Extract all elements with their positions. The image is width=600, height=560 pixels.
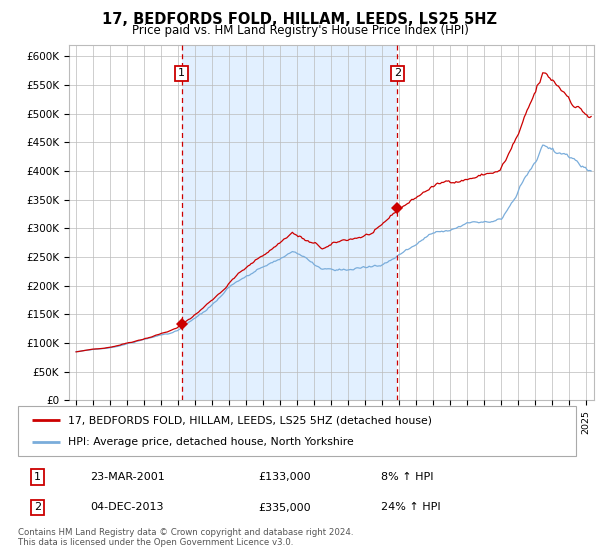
Text: Price paid vs. HM Land Registry's House Price Index (HPI): Price paid vs. HM Land Registry's House … xyxy=(131,24,469,37)
Text: 04-DEC-2013: 04-DEC-2013 xyxy=(91,502,164,512)
Text: 2: 2 xyxy=(34,502,41,512)
Text: 8% ↑ HPI: 8% ↑ HPI xyxy=(381,472,433,482)
Text: 17, BEDFORDS FOLD, HILLAM, LEEDS, LS25 5HZ: 17, BEDFORDS FOLD, HILLAM, LEEDS, LS25 5… xyxy=(103,12,497,27)
Text: £133,000: £133,000 xyxy=(258,472,311,482)
Text: 1: 1 xyxy=(34,472,41,482)
Text: HPI: Average price, detached house, North Yorkshire: HPI: Average price, detached house, Nort… xyxy=(68,437,354,447)
Text: 2: 2 xyxy=(394,68,401,78)
Text: 17, BEDFORDS FOLD, HILLAM, LEEDS, LS25 5HZ (detached house): 17, BEDFORDS FOLD, HILLAM, LEEDS, LS25 5… xyxy=(68,415,432,425)
Text: £335,000: £335,000 xyxy=(258,502,311,512)
Text: 1: 1 xyxy=(178,68,185,78)
Text: 23-MAR-2001: 23-MAR-2001 xyxy=(91,472,165,482)
Text: Contains HM Land Registry data © Crown copyright and database right 2024.
This d: Contains HM Land Registry data © Crown c… xyxy=(18,528,353,547)
Bar xyxy=(182,45,397,400)
FancyBboxPatch shape xyxy=(18,406,576,456)
Text: 24% ↑ HPI: 24% ↑ HPI xyxy=(381,502,440,512)
